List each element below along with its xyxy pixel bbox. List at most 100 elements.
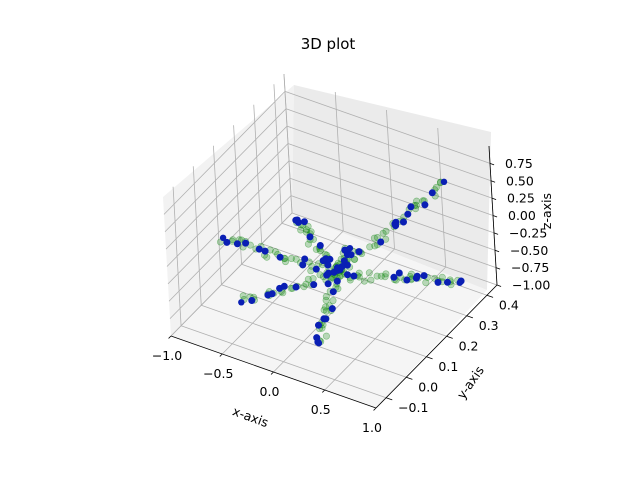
scatter-point-green: [379, 229, 387, 237]
scatter-point-green: [292, 255, 300, 263]
scatter-point-blue: [314, 321, 322, 329]
scatter-point-blue: [329, 288, 337, 296]
z-tick: [496, 284, 502, 287]
scatter-point-green: [303, 226, 311, 234]
grid-line-z: [170, 212, 293, 337]
x-tick-label: −0.5: [203, 366, 233, 381]
scatter-point-blue: [300, 218, 308, 226]
grid-line-z: [288, 160, 495, 234]
scatter-points: [217, 178, 465, 347]
x-tick: [219, 353, 223, 357]
scatter-point-blue: [306, 233, 314, 241]
scatter-point-blue: [315, 340, 323, 347]
z-tick: [490, 180, 496, 183]
scatter-point-blue: [413, 272, 421, 280]
scatter-point-green: [381, 273, 389, 281]
z-tick-label: 0.50: [506, 173, 534, 188]
scatter-point-blue: [223, 238, 231, 246]
z-tick: [492, 215, 498, 218]
grid-line-z: [167, 160, 290, 285]
scatter-point-blue: [346, 245, 354, 252]
chart-title: 3D plot: [301, 35, 356, 53]
grid-line-z: [287, 143, 494, 216]
scatter-point-green: [302, 228, 310, 236]
scatter-point-blue: [407, 203, 415, 211]
grid-line-z: [286, 125, 493, 199]
grid-line-z: [285, 108, 492, 182]
scatter-point-green: [371, 242, 379, 250]
grid-line-z: [284, 90, 491, 164]
scatter-point-blue: [299, 261, 307, 269]
y-tick-label: −0.1: [398, 400, 428, 415]
y-tick: [446, 335, 453, 339]
y-tick: [385, 397, 393, 401]
z-axis-label: z-axis: [539, 193, 554, 229]
scatter-point-blue: [428, 189, 436, 197]
scatter-point-green: [360, 277, 368, 285]
scatter-point-green: [287, 255, 295, 263]
scatter-point-blue: [310, 281, 318, 289]
scatter-point-green: [300, 283, 308, 291]
grid-line-z: [168, 177, 291, 302]
scatter-point-blue: [404, 210, 412, 218]
scatter-point-blue: [292, 283, 300, 291]
z-tick-label: −0.75: [511, 260, 549, 275]
scatter-point-blue: [238, 299, 245, 306]
y-tick: [486, 294, 494, 298]
scatter-point-blue: [326, 255, 334, 263]
x-tick-label: 0.5: [311, 402, 331, 417]
scatter-point-blue: [313, 334, 321, 342]
scatter-point-blue: [323, 271, 331, 279]
y-tick: [426, 356, 433, 360]
z-tick-label: 0.75: [505, 156, 533, 171]
scatter-point-blue: [233, 240, 241, 248]
back-pane: [292, 85, 491, 290]
x-tick: [373, 407, 377, 411]
axes: [168, 145, 502, 411]
x-tick: [322, 389, 326, 393]
scatter-point-blue: [443, 278, 451, 286]
scatter-point-blue: [242, 239, 250, 247]
y-tick-label: 0.3: [479, 318, 499, 333]
scatter-point-green: [365, 269, 373, 277]
x-tick-label: 1.0: [362, 420, 382, 435]
scatter-point-green: [377, 272, 385, 280]
grid-line-z: [165, 125, 288, 250]
scatter-point-green: [239, 292, 247, 300]
scatter-point-blue: [319, 257, 327, 265]
scatter-point-green: [355, 269, 363, 277]
scatter-point-blue: [294, 216, 301, 223]
scatter-point-blue: [312, 265, 320, 273]
scatter-point-blue: [316, 242, 324, 250]
z-tick: [495, 267, 501, 270]
scatter-point-green: [432, 183, 440, 191]
z-tick-label: 0.25: [507, 191, 535, 206]
scatter-point-green: [366, 243, 374, 251]
scatter-point-green: [302, 280, 310, 288]
grid-line-z: [289, 177, 496, 251]
z-tick: [491, 197, 497, 200]
scatter-point-blue: [338, 263, 346, 271]
scatter-point-green: [322, 307, 330, 315]
y-axis-label: y-axis: [454, 363, 487, 402]
scatter-point-green: [351, 255, 359, 263]
scatter-point-green: [304, 275, 312, 283]
y-tick-label: 0.1: [438, 359, 458, 374]
y-tick: [466, 315, 474, 319]
pane-edge: [283, 73, 293, 214]
scatter-point-blue: [392, 222, 400, 230]
scatter-point-blue: [355, 248, 363, 256]
grid-line-y: [180, 325, 387, 399]
grid-line-z: [166, 143, 289, 267]
scatter-point-blue: [268, 290, 276, 298]
scatter-point-blue: [395, 269, 403, 277]
scatter-point-blue: [276, 253, 284, 261]
scatter-point-blue: [343, 271, 351, 279]
scatter-point-green: [413, 197, 421, 205]
scatter-point-blue: [219, 234, 227, 241]
scatter-point-green: [322, 293, 330, 301]
y-tick-label: 0.4: [499, 297, 519, 312]
scatter-point-green: [304, 240, 312, 248]
scatter-point-blue: [248, 296, 256, 304]
scatter-point-blue: [301, 255, 309, 263]
